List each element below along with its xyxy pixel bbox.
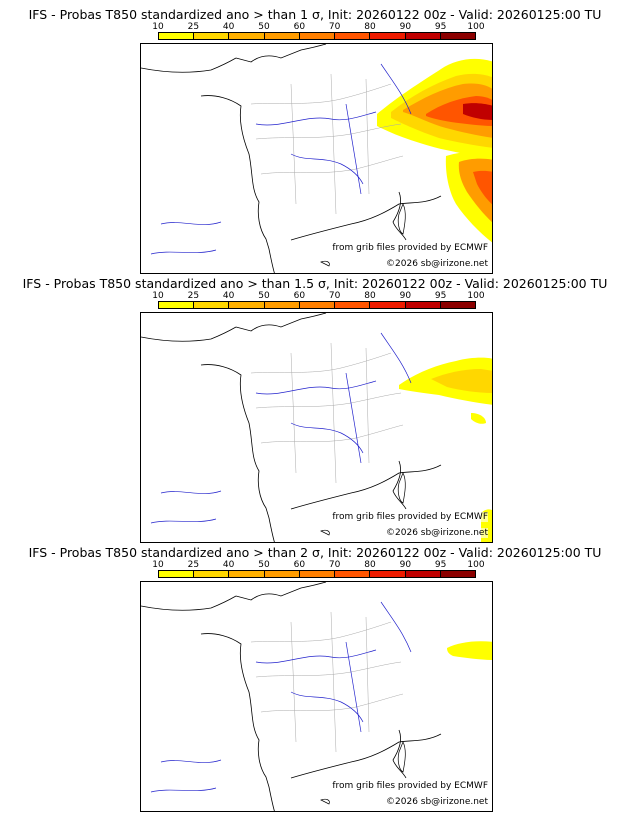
probability-colorbar: 10 25 40 50 60 70 80 90 95 100 <box>152 560 485 580</box>
colorbar-tick-label: 25 <box>187 291 200 301</box>
colorbar-segment <box>405 302 441 308</box>
colorbar-tick-label: 50 <box>258 22 270 32</box>
map-drawing <box>141 313 492 542</box>
colorbar-tick-label: 60 <box>293 22 306 32</box>
colorbar-tick-label: 70 <box>328 560 341 570</box>
colorbar-tick-label: 70 <box>328 22 341 32</box>
rivers <box>150 332 412 524</box>
colorbar-segment <box>405 571 441 577</box>
colorbar-tick-label: 95 <box>434 291 447 301</box>
colorbar-segment <box>194 33 230 39</box>
colorbar-tick-labels: 10 25 40 50 60 70 80 90 95 100 <box>152 560 484 570</box>
colorbar-segment <box>159 571 195 577</box>
colorbar-tick-label: 100 <box>467 291 485 301</box>
colorbar-tick-label: 25 <box>187 22 200 32</box>
colorbar-tick-label: 95 <box>434 560 447 570</box>
data-source-credit: from grib files provided by ECMWF <box>332 781 488 791</box>
colorbar-tick-label: 95 <box>434 22 447 32</box>
colorbar-tick-label: 80 <box>364 291 376 301</box>
colorbar-tick-label: 60 <box>293 291 306 301</box>
probability-map: from grib files provided by ECMWF ©2026 … <box>140 312 493 543</box>
probability-fill <box>447 641 492 660</box>
coastlines <box>141 582 442 811</box>
regional-boundaries <box>250 73 404 215</box>
colorbar-tick-labels: 10 25 40 50 60 70 80 90 95 100 <box>152 291 484 301</box>
colorbar-segment <box>440 33 475 39</box>
colorbar-segment <box>264 33 300 39</box>
map-panel-3: IFS - Probas T850 standardized ano > tha… <box>0 546 630 814</box>
colorbar-segment <box>299 302 336 308</box>
colorbar-segment <box>370 571 406 577</box>
rivers <box>150 601 412 793</box>
regional-boundaries <box>250 342 404 484</box>
colorbar-tick-label: 40 <box>222 560 235 570</box>
colorbar-segments <box>158 301 476 309</box>
colorbar-segments <box>158 570 476 578</box>
colorbar-segment <box>229 302 265 308</box>
data-source-credit: from grib files provided by ECMWF <box>332 243 488 253</box>
data-source-credit: from grib files provided by ECMWF <box>332 512 488 522</box>
colorbar-segment <box>299 571 336 577</box>
colorbar-segment <box>370 33 406 39</box>
colorbar-tick-label: 80 <box>364 22 376 32</box>
colorbar-segments <box>158 32 476 40</box>
probability-fill <box>377 58 492 243</box>
colorbar-segment <box>335 302 371 308</box>
colorbar-tick-label: 70 <box>328 291 341 301</box>
colorbar-tick-label: 10 <box>152 22 164 32</box>
colorbar-tick-label: 60 <box>293 560 306 570</box>
probability-map: from grib files provided by ECMWF ©2026 … <box>140 581 493 812</box>
colorbar-segment <box>264 302 300 308</box>
map-drawing <box>141 44 492 273</box>
colorbar-tick-label: 50 <box>258 560 270 570</box>
colorbar-segment <box>159 302 195 308</box>
rivers <box>150 63 412 255</box>
colorbar-tick-label: 90 <box>399 22 412 32</box>
probability-map: from grib files provided by ECMWF ©2026 … <box>140 43 493 274</box>
colorbar-segment <box>229 33 265 39</box>
colorbar-tick-label: 90 <box>399 560 412 570</box>
islands <box>320 203 406 267</box>
colorbar-segment <box>405 33 441 39</box>
colorbar-tick-label: 100 <box>467 560 485 570</box>
colorbar-tick-label: 40 <box>222 291 235 301</box>
colorbar-segment <box>194 571 230 577</box>
colorbar-tick-label: 25 <box>187 560 200 570</box>
colorbar-tick-label: 80 <box>364 560 376 570</box>
probability-colorbar: 10 25 40 50 60 70 80 90 95 100 <box>152 22 485 42</box>
copyright-credit: ©2026 sb@irizone.net <box>386 528 488 538</box>
map-panel-1: IFS - Probas T850 standardized ano > tha… <box>0 8 630 276</box>
coastlines <box>141 44 442 273</box>
panel-title: IFS - Probas T850 standardized ano > tha… <box>22 276 608 291</box>
colorbar-tick-label: 100 <box>467 22 485 32</box>
colorbar-tick-label: 10 <box>152 560 164 570</box>
colorbar-segment <box>229 571 265 577</box>
colorbar-segment <box>440 302 475 308</box>
copyright-credit: ©2026 sb@irizone.net <box>386 259 488 269</box>
colorbar-tick-labels: 10 25 40 50 60 70 80 90 95 100 <box>152 22 484 32</box>
colorbar-segment <box>194 302 230 308</box>
colorbar-tick-label: 40 <box>222 22 235 32</box>
map-drawing <box>141 582 492 811</box>
colorbar-segment <box>370 302 406 308</box>
islands <box>320 741 406 805</box>
colorbar-tick-label: 50 <box>258 291 270 301</box>
copyright-credit: ©2026 sb@irizone.net <box>386 797 488 807</box>
colorbar-segment <box>440 571 475 577</box>
islands <box>320 472 406 536</box>
panel-title: IFS - Probas T850 standardized ano > tha… <box>28 7 602 22</box>
colorbar-tick-label: 10 <box>152 291 164 301</box>
regional-boundaries <box>250 611 404 753</box>
colorbar-segment <box>335 571 371 577</box>
colorbar-segment <box>299 33 336 39</box>
probability-colorbar: 10 25 40 50 60 70 80 90 95 100 <box>152 291 485 311</box>
colorbar-tick-label: 90 <box>399 291 412 301</box>
colorbar-segment <box>264 571 300 577</box>
panel-title: IFS - Probas T850 standardized ano > tha… <box>28 545 602 560</box>
colorbar-segment <box>335 33 371 39</box>
coastlines <box>141 313 442 542</box>
colorbar-segment <box>159 33 195 39</box>
map-panel-2: IFS - Probas T850 standardized ano > tha… <box>0 277 630 545</box>
